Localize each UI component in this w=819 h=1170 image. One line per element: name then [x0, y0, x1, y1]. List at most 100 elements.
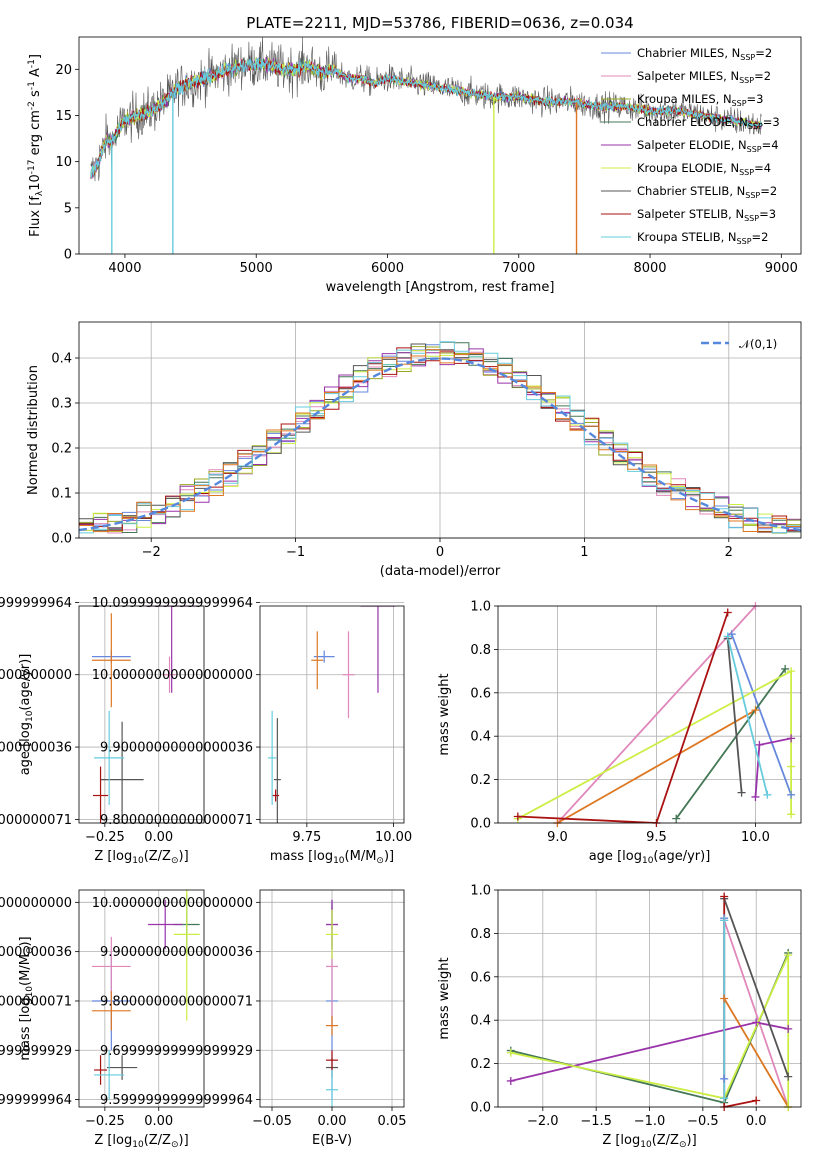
- y-tick-label: 0.4: [51, 352, 72, 367]
- x-tick-label: 7000: [502, 261, 535, 276]
- weight-marker: [787, 734, 796, 743]
- weight-line: [723, 998, 789, 1107]
- axes-residuals: −2 −1 0 1 2 0.0 0.1 0.2 0.3 0.4 (data-model)/error…: [26, 321, 802, 579]
- weight-marker: [720, 916, 729, 925]
- y-tick-label: 15: [55, 109, 72, 124]
- weight-marker: [513, 812, 522, 821]
- x-tick-label: −2.0: [527, 1114, 559, 1129]
- axes-frame: [78, 36, 802, 255]
- legend-entry: Salpeter MILES, NSSP​=2: [637, 69, 771, 85]
- weight-marker: [784, 951, 793, 960]
- x-tick-label: 6000: [371, 261, 404, 276]
- y-tick-label: 0.1: [51, 487, 72, 502]
- weight-marker: [787, 667, 796, 676]
- weight-marker: [752, 1018, 761, 1027]
- axes-frame: [497, 605, 802, 824]
- y-tick-label: 0.3: [51, 397, 72, 412]
- axes-z-weight: −2.0 −1.5 −1.0 −0.5 0.0 0.0 0.2 0.4 0.6 0.8 1.0 Z […: [437, 884, 802, 1150]
- weight-marker: [720, 892, 729, 901]
- x-tick-label: 9000: [765, 261, 798, 276]
- figure-title: PLATE=2211, MJD=53786, FIBERID=0636, z=0…: [246, 14, 633, 32]
- y-tick-label: 9.90000000000000036: [0, 945, 72, 960]
- axes-spectrum: 4000 5000 6000 7000 8000 9000 0 5 10 15 20 waveleng…: [27, 36, 802, 295]
- weight-line: [726, 638, 743, 793]
- y-tick-label: 1.0: [470, 600, 491, 615]
- x-tick-label: 0.00: [144, 1114, 173, 1129]
- axes-mass-age: 9.75 10.00 9.80000000000000071 9.9000000000…: [92, 596, 412, 866]
- x-tick-label: 1: [580, 545, 588, 560]
- x-tick-label: −0.25: [85, 1114, 125, 1129]
- weight-marker: [755, 740, 764, 749]
- weight-marker: [506, 1076, 515, 1085]
- residual-histogram: [79, 349, 801, 533]
- weight-marker: [723, 608, 732, 617]
- y-tick-label: 10.00000000000000000: [0, 896, 72, 911]
- weight-marker: [784, 1072, 793, 1081]
- weight-marker: [784, 1024, 793, 1033]
- weight-marker: [751, 792, 760, 801]
- residual-histogram: [79, 341, 801, 534]
- legend-entry: Chabrier MILES, NSSP​=2: [637, 46, 772, 62]
- y-tick-label: 9.80000000000000071: [0, 994, 72, 1009]
- axes-frame: [78, 889, 205, 1108]
- y-axis-label: Normed distribution: [26, 365, 41, 495]
- x-axis-label: Z [log10​(Z/Z⊙​)]: [94, 849, 188, 866]
- y-tick-label: 9.90000000000000036: [100, 741, 253, 756]
- x-axis-label: E(B-V): [312, 1133, 352, 1148]
- y-tick-label: 0.2: [470, 1057, 491, 1072]
- y-tick-label: 0.4: [470, 1014, 491, 1029]
- x-tick-label: −1: [286, 545, 305, 560]
- axes-frame: [497, 889, 802, 1108]
- weight-marker: [781, 664, 790, 673]
- y-axis-label: mass [log10​(M/M⊙​)]: [18, 936, 35, 1060]
- y-tick-label: 0.0: [470, 817, 491, 832]
- weight-marker: [763, 790, 772, 799]
- weight-marker: [751, 706, 760, 715]
- y-axis-label: mass weight: [437, 957, 452, 1039]
- weight-marker: [506, 1048, 515, 1057]
- x-tick-label: 8000: [633, 261, 666, 276]
- x-tick-label: 10.00: [375, 830, 412, 845]
- plot-area-ebv-mass: [326, 899, 338, 1107]
- legend-entry: Salpeter ELODIE, NSSP​=4: [637, 138, 779, 154]
- x-tick-label: 5000: [240, 261, 273, 276]
- y-tick-label: 9.80000000000000071: [100, 994, 253, 1009]
- y-axis-label: Flux [fλ​10-17​ erg cm-2​ s-1​ A-1​]: [27, 54, 45, 237]
- x-axis-label: age [log10​(age/yr)]: [589, 849, 711, 866]
- weight-line: [723, 898, 790, 1077]
- weight-line: [726, 636, 769, 796]
- plot-area-mass-age: [267, 606, 396, 823]
- x-tick-label: 4000: [108, 261, 141, 276]
- axes-frame: [78, 605, 205, 824]
- x-axis-label: Z [log10​(Z/Z⊙​)]: [602, 1133, 696, 1150]
- x-tick-label: 0: [436, 545, 444, 560]
- weight-line: [556, 709, 756, 823]
- y-tick-label: 0.2: [51, 442, 72, 457]
- normal-curve: [79, 357, 801, 532]
- y-tick-label: 10.00000000000000000: [92, 668, 253, 683]
- y-tick-label: 9.69999999999999929: [0, 1044, 72, 1059]
- legend-entry: Salpeter STELIB, NSSP​=3: [637, 207, 776, 223]
- axes-z-mass: −0.25 0.00 9.59999999999999964 9.6999999999…: [0, 889, 205, 1150]
- x-tick-label: −0.5: [687, 1114, 719, 1129]
- weight-marker: [720, 1094, 729, 1103]
- weight-marker: [787, 810, 796, 819]
- y-tick-label: 0.0: [51, 532, 72, 547]
- y-tick-label: 5: [64, 201, 72, 216]
- weight-line: [517, 612, 729, 823]
- weight-line: [723, 920, 790, 1107]
- weight-line: [517, 669, 792, 820]
- weight-marker: [737, 788, 746, 797]
- y-tick-label: 0.6: [470, 970, 491, 985]
- x-tick-label: 0.0: [746, 1114, 767, 1129]
- legend-entry: Chabrier ELODIE, NSSP​=3: [637, 115, 780, 131]
- y-tick-label: 0: [64, 248, 72, 263]
- y-tick-label: 10.00000000000000000: [0, 668, 72, 683]
- y-tick-label: 20: [55, 63, 72, 78]
- x-tick-label: 9.75: [292, 830, 321, 845]
- weight-marker: [720, 994, 729, 1003]
- axes-ebv-mass: −0.05 0.00 0.05 9.59999999999999964 9.699999…: [92, 889, 406, 1148]
- y-tick-label: 0.0: [470, 1101, 491, 1116]
- y-tick-label: 1.0: [470, 884, 491, 899]
- weight-marker: [752, 1096, 761, 1105]
